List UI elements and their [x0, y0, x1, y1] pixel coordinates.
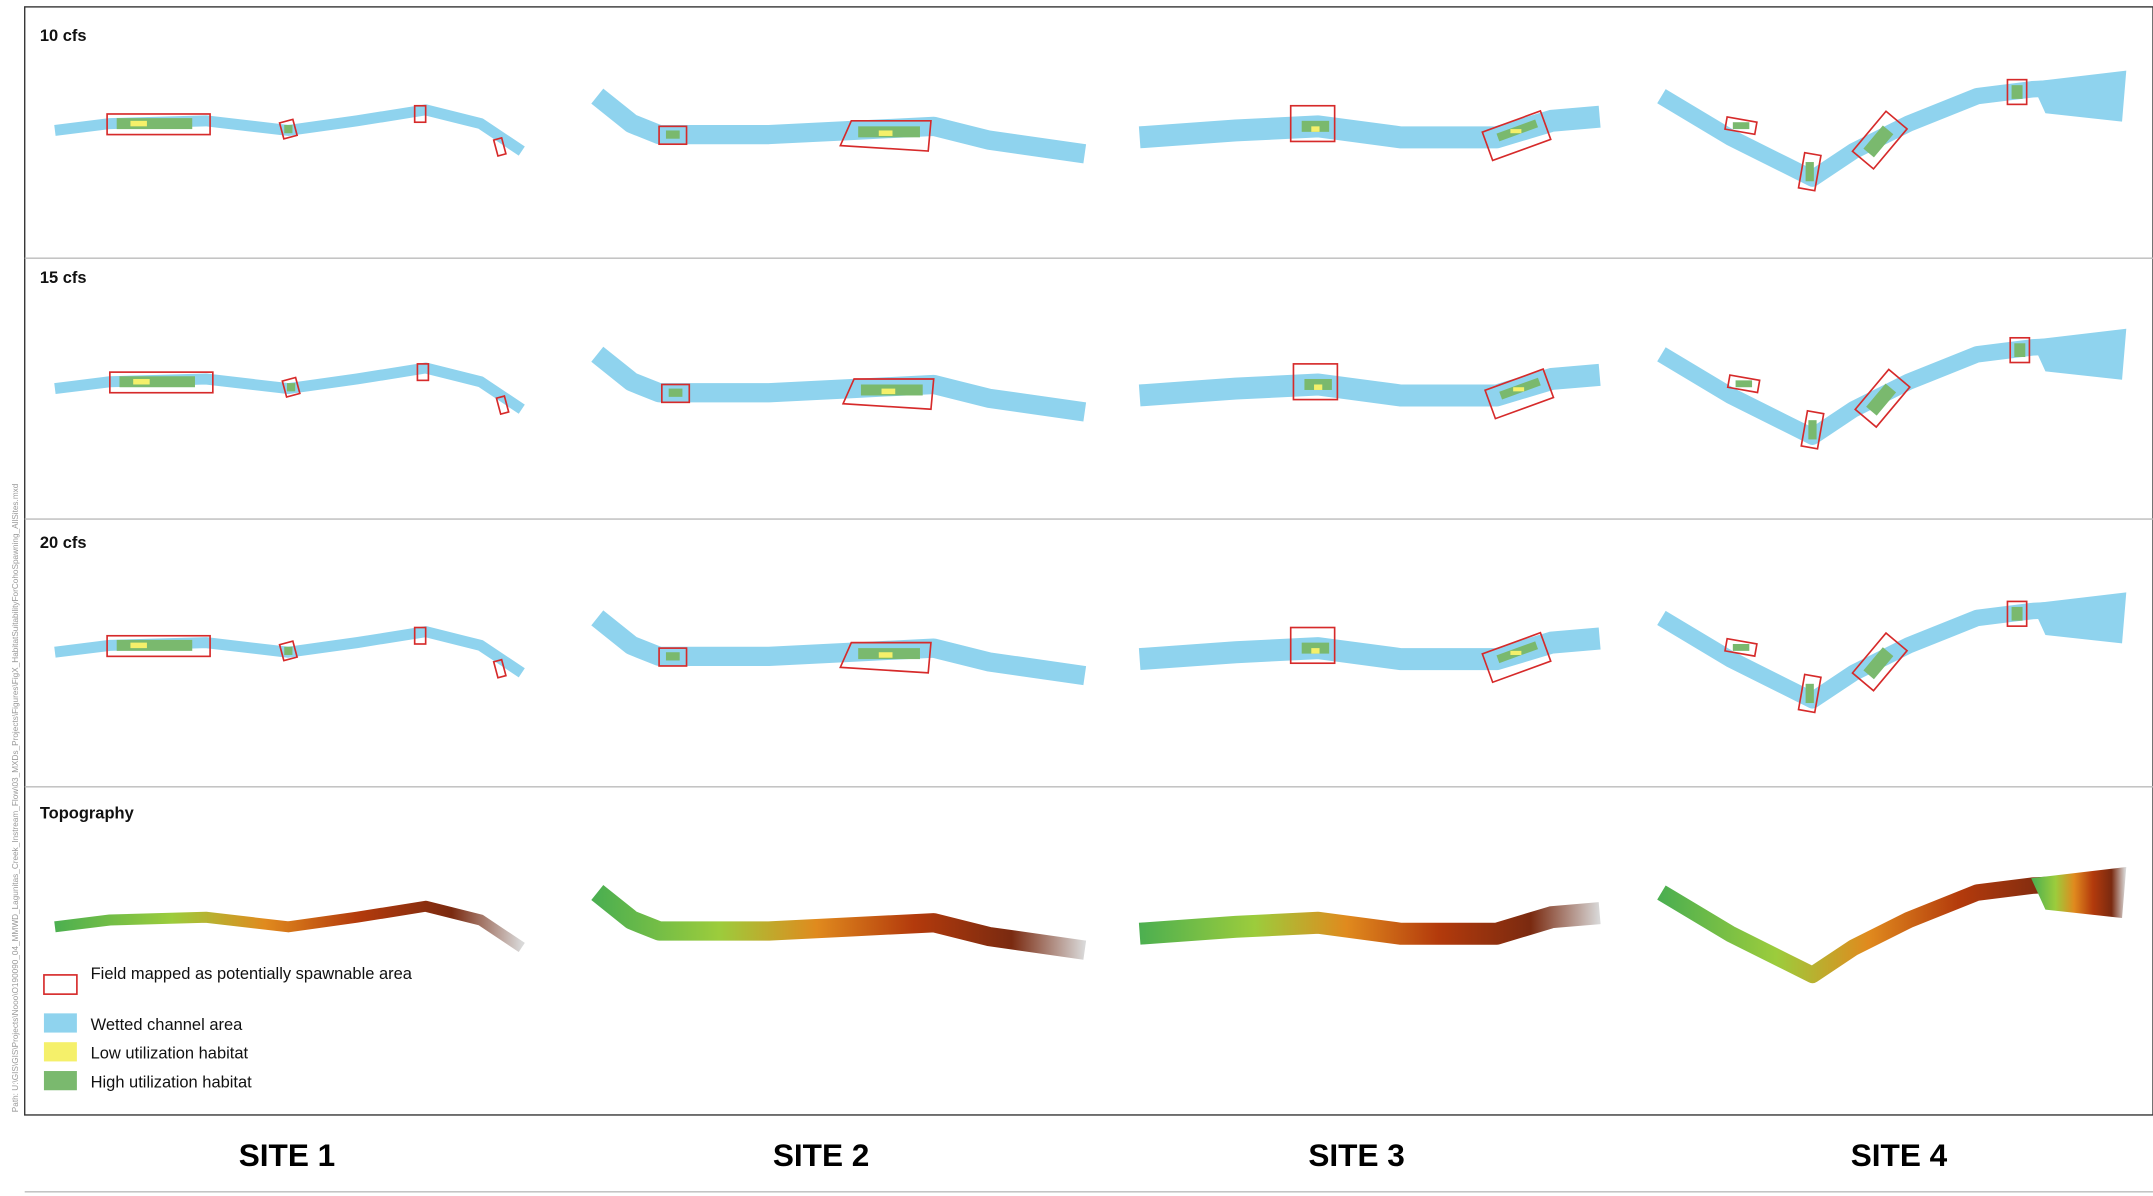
- topo-rivers: [55, 868, 2126, 975]
- panel-label: 20 cfs: [40, 534, 87, 552]
- site-label: SITE 4: [1851, 1137, 1948, 1173]
- legend-swatch: [44, 1042, 77, 1061]
- legend-swatch: [44, 975, 77, 994]
- panel-label: Topography: [40, 804, 135, 822]
- site-label: SITE 3: [1308, 1137, 1405, 1173]
- site-label: SITE 2: [773, 1137, 870, 1173]
- path-note: Path: U:\GIS\GIS\Projects\Nooo\O190090_0…: [11, 483, 20, 1112]
- panel-label: 15 cfs: [40, 269, 87, 287]
- legend-swatch: [44, 1013, 77, 1032]
- panel-label: 10 cfs: [40, 27, 87, 45]
- river-row-20: [55, 593, 2126, 700]
- topography: [55, 868, 2126, 975]
- figure: 10 cfs 15 cfs 20 cfs Topography Field ma…: [0, 0, 2153, 1196]
- river-row-10: [55, 71, 2126, 178]
- legend-swatch: [44, 1071, 77, 1090]
- site-label: SITE 1: [239, 1137, 336, 1173]
- legend-label: Wetted channel area: [91, 1016, 244, 1034]
- legend-label: High utilization habitat: [91, 1074, 253, 1092]
- legend-label: Low utilization habitat: [91, 1045, 249, 1063]
- legend-label: Field mapped as potentially spawnable ar…: [91, 965, 413, 983]
- rows: [55, 71, 2126, 700]
